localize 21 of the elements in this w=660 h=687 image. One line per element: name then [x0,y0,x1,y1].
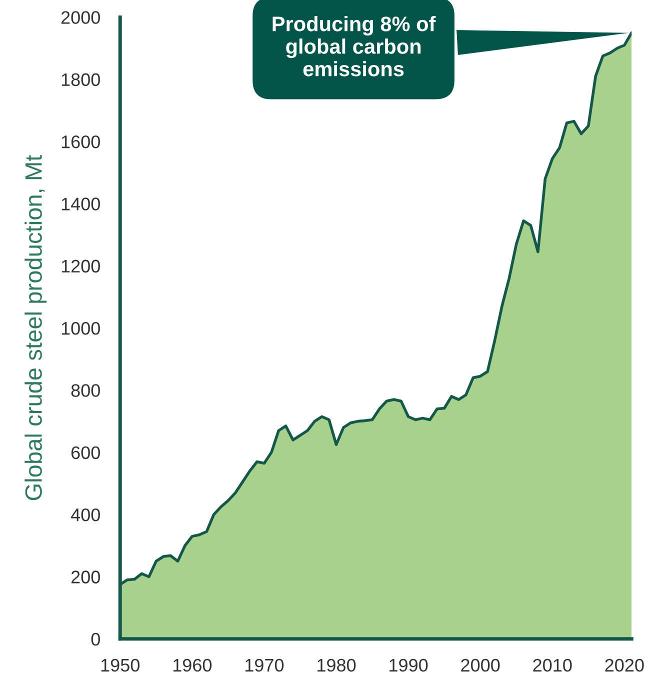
y-tick-label: 600 [71,446,100,460]
x-tick-label: 1990 [390,658,428,672]
x-tick-label: 2010 [533,658,572,672]
y-tick-label: 800 [71,384,100,397]
y-axis-title: Global crude steel production, Mt [24,154,47,500]
y-tick-label: 2000 [61,11,100,24]
y-tick-label: 1000 [62,322,100,335]
y-tick-label: 1400 [62,198,100,210]
y-tick-label: 1200 [62,260,100,273]
annotation: Producing 8% of global carbon emissions [272,16,436,76]
y-tick-label: 1600 [62,135,100,148]
y-tick-label: 400 [70,508,100,522]
x-tick-label: 1970 [246,658,284,672]
x-tick-label: 2000 [461,658,500,672]
x-tick-label: 1980 [318,658,356,672]
x-tick-label: 1960 [173,658,212,672]
y-tick-label: 1800 [62,73,100,86]
y-tick-label: 0 [91,632,100,646]
x-tick-label: 1950 [101,658,140,672]
x-tick-label: 2020 [605,658,644,672]
y-tick-label: 200 [71,570,100,584]
